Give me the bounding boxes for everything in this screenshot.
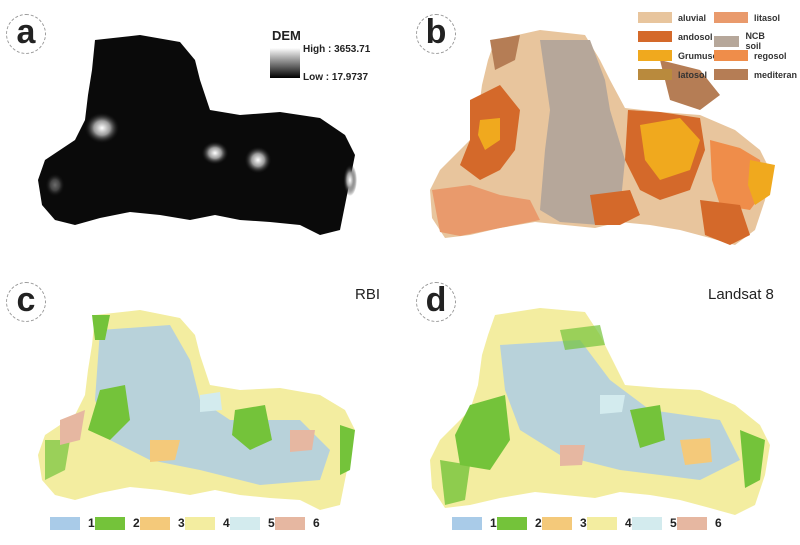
- landcover-legend-label: 6: [313, 516, 320, 530]
- soil-legend-label: aluvial: [678, 12, 707, 23]
- dem-legend-title: DEM: [272, 28, 301, 43]
- soil-legend-swatch: [714, 50, 748, 61]
- soil-legend-label: litasol: [754, 12, 781, 23]
- landcover-legend-label: 4: [625, 516, 632, 530]
- soil-legend-item: Grumusol: [638, 50, 721, 61]
- landcover-legend-label: 1: [88, 516, 95, 530]
- soil-legend-label: regosol: [754, 50, 787, 61]
- soil-legend-item: mediteran: [714, 69, 797, 80]
- soil-legend-label: NCB soil: [745, 31, 765, 51]
- soil-legend-label: latosol: [678, 69, 708, 80]
- landcover-legend-item: 5: [230, 516, 275, 530]
- landcover-legend-swatch: [497, 516, 527, 530]
- soil-legend-swatch: [638, 50, 672, 61]
- panel-label-d: d: [416, 281, 456, 322]
- soil-legend-swatch: [638, 31, 672, 42]
- soil-legend-label: andosol: [678, 31, 713, 42]
- panel-label-b: b: [416, 13, 456, 54]
- dem-legend-low: Low : 17.9737: [303, 72, 369, 83]
- panel-label-c: c: [6, 281, 46, 322]
- landcover-legend-item: 2: [95, 516, 140, 530]
- landcover-legend-label: 5: [268, 516, 275, 530]
- soil-legend-swatch: [638, 69, 672, 80]
- landcover-legend-item: 1: [50, 516, 95, 530]
- landcover-legend-label: 2: [535, 516, 542, 530]
- soil-legend-label: mediteran: [754, 69, 798, 80]
- soil-legend-swatch: [714, 69, 748, 80]
- dem-color-ramp: [270, 48, 300, 78]
- landcover-legend-swatch: [140, 516, 170, 530]
- panel-label-a: a: [6, 13, 46, 54]
- landcover-legend-label: 5: [670, 516, 677, 530]
- landcover-legend-item: 3: [140, 516, 185, 530]
- landcover-legend-swatch: [452, 516, 482, 530]
- soil-legend-label: Grumusol: [678, 50, 721, 61]
- soil-legend-item: aluvial: [638, 12, 706, 23]
- landcover-legend-label: 1: [490, 516, 497, 530]
- landcover-legend-swatch: [587, 516, 617, 530]
- soil-legend-item: litasol: [714, 12, 780, 23]
- soil-legend-swatch: [714, 12, 748, 23]
- landcover-legend-label: 2: [133, 516, 140, 530]
- landcover-legend-swatch: [50, 516, 80, 530]
- landcover-legend-swatch: [542, 516, 572, 530]
- landcover-legend-item: 4: [587, 516, 632, 530]
- soil-legend-item: regosol: [714, 50, 787, 61]
- soil-legend-item: latosol: [638, 69, 707, 80]
- landcover-legend-label: 6: [715, 516, 722, 530]
- soil-legend-item: NCB soil: [714, 31, 774, 51]
- landcover-legend-item: 6: [275, 516, 320, 530]
- landcover-legend-item: 5: [632, 516, 677, 530]
- landcover-legend-item: 6: [677, 516, 722, 530]
- map-title-rbi: RBI: [355, 286, 381, 303]
- soil-legend-item: andosol: [638, 31, 713, 42]
- soil-legend-swatch: [638, 12, 672, 23]
- landcover-legend-swatch: [230, 516, 260, 530]
- landcover-legend-label: 4: [223, 516, 230, 530]
- landcover-legend-label: 3: [580, 516, 587, 530]
- landcover-legend-swatch: [632, 516, 662, 530]
- landcover-legend-swatch: [95, 516, 125, 530]
- dem-legend-high: High : 3653.71: [303, 44, 371, 55]
- landcover-legend-item: 1: [452, 516, 497, 530]
- landcover-legend-item: 3: [542, 516, 587, 530]
- soil-legend-swatch: [714, 35, 740, 47]
- landcover-legend-label: 3: [178, 516, 185, 530]
- landcover-legend-swatch: [275, 516, 305, 530]
- landcover-legend-swatch: [185, 516, 215, 530]
- map-title-landsat: Landsat 8: [708, 286, 774, 303]
- landcover-legend-item: 4: [185, 516, 230, 530]
- dem-region-shape: [38, 35, 355, 235]
- landcover-legend-item: 2: [497, 516, 542, 530]
- landcover-legend-swatch: [677, 516, 707, 530]
